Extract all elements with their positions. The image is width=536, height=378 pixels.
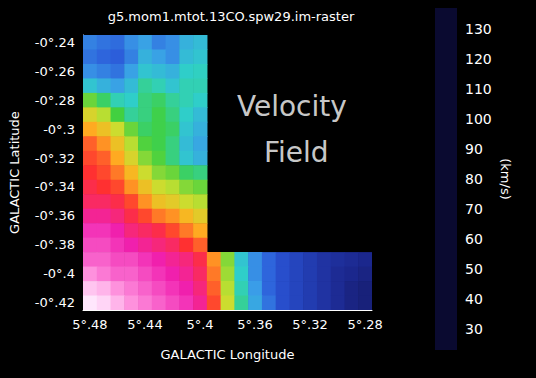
svg-text:-0°.36: -0°.36 — [35, 208, 75, 223]
svg-text:70: 70 — [465, 201, 483, 217]
svg-text:(km/s): (km/s) — [498, 158, 513, 200]
svg-text:5°.28: 5°.28 — [347, 317, 382, 332]
svg-text:130: 130 — [465, 21, 492, 37]
svg-text:Field: Field — [264, 136, 329, 169]
svg-text:Velocity: Velocity — [237, 90, 356, 123]
svg-text:-0°.24: -0°.24 — [35, 35, 75, 50]
svg-text:120: 120 — [465, 51, 492, 67]
svg-text:-0°.38: -0°.38 — [35, 237, 75, 252]
svg-text:-0°.3: -0°.3 — [43, 122, 75, 137]
svg-text:g5.mom1.mtot.13CO.spw29.im-ras: g5.mom1.mtot.13CO.spw29.im-raster — [108, 9, 355, 24]
svg-text:50: 50 — [465, 261, 483, 277]
svg-text:-0°.26: -0°.26 — [35, 64, 75, 79]
svg-text:GALACTIC Latitude: GALACTIC Latitude — [7, 111, 22, 234]
svg-text:80: 80 — [465, 171, 483, 187]
svg-text:100: 100 — [465, 111, 492, 127]
svg-text:5°.48: 5°.48 — [72, 317, 107, 332]
svg-text:5°.4: 5°.4 — [186, 317, 213, 332]
svg-text:-0°.34: -0°.34 — [35, 179, 75, 194]
svg-text:-0°.28: -0°.28 — [35, 93, 75, 108]
svg-text:GALACTIC Longitude: GALACTIC Longitude — [161, 347, 295, 362]
svg-text:-0°.42: -0°.42 — [35, 295, 75, 310]
svg-text:90: 90 — [465, 141, 483, 157]
svg-text:30: 30 — [465, 321, 483, 337]
svg-text:-0°.32: -0°.32 — [35, 151, 75, 166]
svg-text:5°.32: 5°.32 — [292, 317, 327, 332]
svg-text:5°.44: 5°.44 — [127, 317, 162, 332]
svg-text:40: 40 — [465, 291, 483, 307]
svg-text:110: 110 — [465, 81, 492, 97]
svg-text:5°.36: 5°.36 — [237, 317, 272, 332]
svg-text:-0°.4: -0°.4 — [43, 266, 75, 281]
svg-text:60: 60 — [465, 231, 483, 247]
